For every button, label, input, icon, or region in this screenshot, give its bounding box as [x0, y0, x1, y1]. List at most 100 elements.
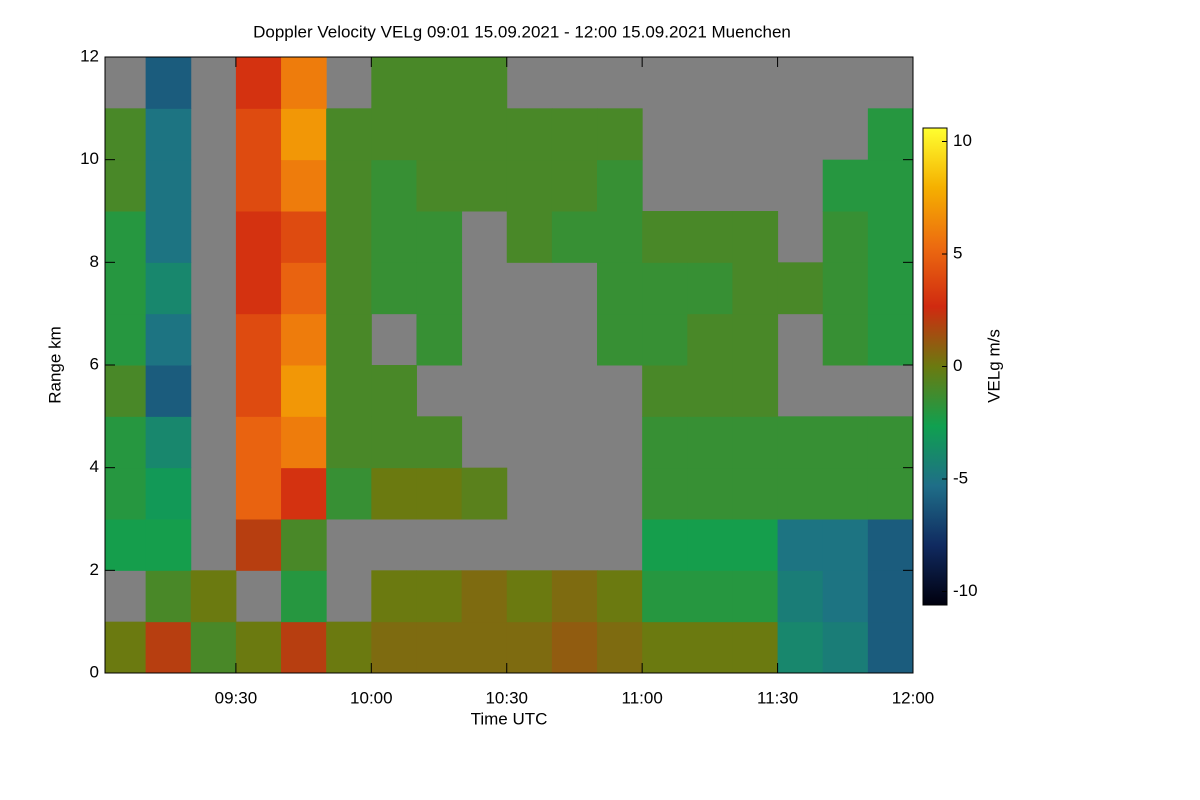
y-tick-label: 6: [90, 354, 99, 373]
heatmap-cell: [145, 621, 192, 674]
heatmap-cell: [642, 211, 688, 263]
heatmap-cell: [105, 313, 147, 366]
heatmap-cell: [732, 467, 779, 520]
heatmap-cell: [777, 621, 824, 674]
heatmap-cell: [822, 519, 869, 571]
y-tick-label: 10: [80, 149, 99, 168]
heatmap-cell: [190, 621, 237, 674]
heatmap-cell: [597, 262, 643, 315]
heatmap-cell: [732, 313, 779, 366]
heatmap-cell: [642, 365, 688, 417]
x-axis-label: Time UTC: [471, 709, 548, 728]
heatmap-cell: [551, 211, 598, 263]
heatmap-cell: [281, 159, 327, 212]
heatmap-cell: [145, 159, 192, 212]
heatmap-cell: [551, 159, 598, 212]
heatmap-cell: [822, 313, 869, 366]
heatmap-cell: [416, 159, 463, 212]
x-tick-label: 10:30: [485, 688, 528, 707]
heatmap-cell: [822, 467, 869, 520]
heatmap-cell: [551, 570, 598, 623]
heatmap-cell: [371, 108, 417, 161]
heatmap-cell: [687, 211, 733, 263]
heatmap-cell: [281, 57, 327, 109]
heatmap-cell: [235, 211, 282, 263]
chart-title: Doppler Velocity VELg 09:01 15.09.2021 -…: [253, 22, 791, 41]
heatmap-cell: [416, 108, 463, 161]
heatmap-cell: [687, 313, 733, 366]
heatmap-cell: [416, 416, 463, 469]
heatmap-cell: [416, 57, 463, 109]
heatmap-cell: [145, 313, 192, 366]
heatmap-cell: [732, 570, 779, 623]
heatmap-cell: [371, 57, 417, 109]
heatmap-cell: [642, 313, 688, 366]
colorbar-tick-label: -10: [953, 581, 978, 600]
heatmap-cell: [371, 262, 417, 315]
colorbar-tick-label: -5: [953, 468, 968, 487]
heatmap-cell: [867, 262, 914, 315]
heatmap-cell: [235, 621, 282, 674]
heatmap-cell: [281, 570, 327, 623]
heatmap-cell: [642, 570, 688, 623]
colorbar-tick-label: 5: [953, 243, 962, 262]
heatmap-cell: [371, 467, 417, 520]
heatmap-cell: [326, 262, 372, 315]
heatmap-cell: [416, 313, 463, 366]
heatmap-cell: [822, 621, 869, 674]
heatmap-cell: [687, 519, 733, 571]
heatmap-cell: [732, 519, 779, 571]
heatmap-cell: [190, 570, 237, 623]
heatmap-cell: [145, 57, 192, 109]
heatmap-cell: [732, 621, 779, 674]
heatmap-cell: [281, 313, 327, 366]
heatmap-cell: [281, 467, 327, 520]
heatmap-cell: [105, 467, 147, 520]
heatmap-cell: [105, 416, 147, 469]
heatmap-cell: [642, 621, 688, 674]
heatmap-cell: [732, 211, 779, 263]
heatmap-cell: [867, 519, 914, 571]
heatmap-cell: [235, 159, 282, 212]
heatmap-cell: [867, 467, 914, 520]
x-tick-label: 12:00: [892, 688, 935, 707]
heatmap-cell: [145, 108, 192, 161]
heatmap-cell: [105, 159, 147, 212]
colorbar-label: VELg m/s: [984, 329, 1003, 403]
colorbar-tick-label: 0: [953, 356, 962, 375]
heatmap-cell: [371, 159, 417, 212]
heatmap-cell: [642, 262, 688, 315]
heatmap-cell: [281, 519, 327, 571]
x-tick-label: 11:30: [757, 688, 798, 707]
heatmap-cell: [235, 262, 282, 315]
heatmap-cell: [326, 159, 372, 212]
heatmap-cell: [461, 108, 508, 161]
heatmap-cell: [416, 570, 463, 623]
heatmap-cell: [687, 621, 733, 674]
y-tick-label: 4: [90, 457, 99, 476]
heatmap-cell: [687, 262, 733, 315]
heatmap-cell: [506, 621, 553, 674]
heatmap-cell: [105, 621, 147, 674]
heatmap-cell: [867, 416, 914, 469]
y-tick-label: 12: [80, 46, 99, 65]
heatmap-cell: [416, 467, 463, 520]
heatmap-cell: [105, 262, 147, 315]
heatmap-cell: [326, 467, 372, 520]
heatmap-cell: [235, 416, 282, 469]
heatmap-cell: [371, 416, 417, 469]
heatmap-cell: [461, 570, 508, 623]
heatmap-cell: [777, 467, 824, 520]
y-tick-label: 8: [90, 252, 99, 271]
heatmap-cell: [597, 313, 643, 366]
heatmap-cell: [687, 365, 733, 417]
heatmap-cell: [597, 570, 643, 623]
heatmap-cell: [235, 467, 282, 520]
heatmap-cell: [732, 365, 779, 417]
heatmap-cell: [145, 365, 192, 417]
heatmap-cell: [687, 467, 733, 520]
y-tick-label: 2: [90, 560, 99, 579]
colorbar-tick-label: 10: [953, 131, 972, 150]
heatmap-cell: [597, 621, 643, 674]
